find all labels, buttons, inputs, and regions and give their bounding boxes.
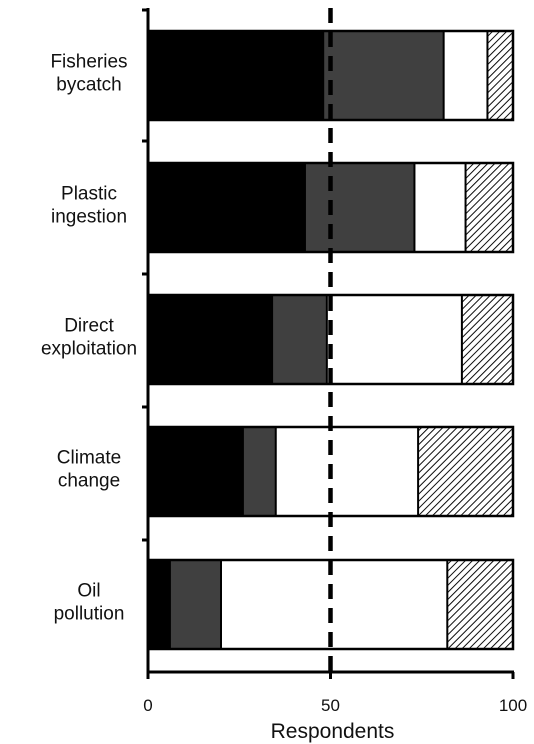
- bar-segment-direct-exploitation-white: [326, 295, 462, 384]
- x-tick-label-0: 0: [143, 696, 152, 715]
- category-labels: Fisheries bycatch Plastic ingestion Direct ex…: [41, 52, 137, 625]
- bar-segment-fisheries-bycatch-white: [443, 31, 488, 120]
- bar-segment-climate-change-dark-gray: [242, 427, 276, 516]
- category-label-climate-change: Climate change: [57, 448, 121, 492]
- bar-segment-plastic-ingestion-dark-gray: [304, 163, 415, 252]
- bar-segment-oil-pollution-dark-gray: [169, 560, 221, 649]
- bar-segment-oil-pollution-black: [148, 560, 170, 649]
- bar-segment-plastic-ingestion-black: [148, 163, 305, 252]
- category-label-plastic-ingestion: Plastic ingestion: [51, 184, 127, 228]
- x-axis-title: Respondents: [271, 720, 395, 743]
- category-label-fisheries-bycatch: Fisheries bycatch: [50, 52, 127, 96]
- bar-segment-plastic-ingestion-hatched: [465, 163, 513, 252]
- bar-segment-fisheries-bycatch-hatched: [487, 31, 513, 120]
- category-label-direct-exploitation: Direct exploitation: [41, 316, 137, 360]
- bar-segment-climate-change-hatched: [418, 427, 513, 516]
- bar-segment-oil-pollution-hatched: [447, 560, 513, 649]
- bar-segment-plastic-ingestion-white: [414, 163, 466, 252]
- x-tick-label-100: 100: [499, 696, 527, 715]
- bar-segment-direct-exploitation-dark-gray: [272, 295, 327, 384]
- x-ticks: 0 50 100: [143, 672, 527, 715]
- bar-segment-climate-change-black: [148, 427, 243, 516]
- bars-group: [146, 29, 515, 651]
- bar-segment-fisheries-bycatch-black: [148, 31, 324, 120]
- bar-segment-oil-pollution-white: [221, 560, 448, 649]
- bar-segment-direct-exploitation-black: [148, 295, 273, 384]
- x-tick-label-50: 50: [321, 696, 340, 715]
- bar-segment-direct-exploitation-hatched: [461, 295, 513, 384]
- category-label-oil-pollution: Oil pollution: [54, 581, 125, 625]
- bar-segment-climate-change-white: [275, 427, 419, 516]
- bar-segment-fisheries-bycatch-dark-gray: [323, 31, 444, 120]
